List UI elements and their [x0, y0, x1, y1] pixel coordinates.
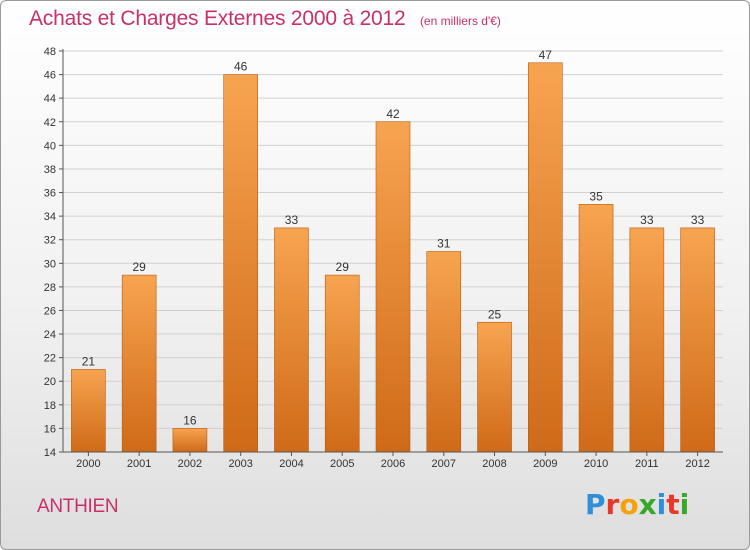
axes: [59, 49, 723, 456]
brand-letter: o: [619, 488, 639, 521]
y-tick-label: 18: [44, 400, 56, 412]
y-tick-label: 44: [44, 93, 56, 105]
x-tick-label: 2010: [584, 458, 608, 470]
chart-title: Achats et Charges Externes 2000 à 2012: [29, 7, 406, 30]
bar-value-label: 29: [132, 260, 146, 274]
brand-letter: x: [638, 488, 657, 521]
bar-value-label: 29: [336, 260, 350, 274]
bar-value-label: 46: [234, 60, 248, 74]
bar-value-label: 16: [183, 413, 197, 427]
brand-letter: P: [585, 488, 606, 521]
x-tick-label: 2006: [381, 458, 405, 470]
bar-2011: [629, 227, 665, 453]
chart-subtitle: (en milliers d'€): [419, 14, 501, 28]
y-tick-label: 28: [44, 282, 56, 294]
bar-2010: [578, 204, 614, 453]
y-tick-label: 26: [44, 305, 56, 317]
bar-2001: [121, 274, 157, 453]
y-tick-label: 16: [44, 423, 56, 435]
x-tick-label: 2000: [76, 458, 100, 470]
x-tick-label: 2003: [228, 458, 252, 470]
y-tick-label: 40: [44, 140, 56, 152]
y-tick-label: 24: [44, 329, 56, 341]
bar-value-label: 35: [589, 189, 603, 203]
y-tick-label: 34: [44, 211, 56, 223]
bar-2003: [223, 74, 258, 453]
bar-2007: [426, 251, 462, 453]
y-tick-label: 42: [44, 117, 56, 129]
bar-2012: [680, 227, 715, 453]
bar-value-label: 33: [691, 213, 705, 227]
bar-value-label: 42: [386, 107, 400, 121]
bar-value-label: 33: [640, 213, 654, 227]
brand-letter: i: [679, 488, 690, 521]
x-tick-label: 2009: [533, 458, 557, 470]
brand-letter: t: [666, 488, 680, 521]
city-name: ANTHIEN: [37, 496, 119, 517]
y-tick-label: 30: [44, 258, 56, 270]
labels: 14 16 18 20 22 24 26 28 30 32 34 36 38 40 42 44 46 48 21 20…: [44, 46, 710, 470]
y-tick-label: 22: [44, 353, 56, 365]
bar-value-label: 25: [488, 307, 502, 321]
bar-2000: [71, 369, 106, 453]
title-row: Achats et Charges Externes 2000 à 2012 (…: [29, 7, 501, 31]
bar-2008: [477, 321, 512, 453]
y-tick-label: 46: [44, 70, 56, 82]
bar-2005: [324, 274, 360, 453]
x-tick-label: 2001: [127, 458, 151, 470]
x-tick-label: 2002: [178, 458, 202, 470]
x-tick-label: 2005: [330, 458, 354, 470]
bar-2002: [172, 428, 208, 453]
bars: [71, 62, 715, 453]
x-tick-label: 2008: [482, 458, 506, 470]
y-tick-label: 48: [44, 46, 56, 58]
x-tick-label: 2011: [635, 458, 659, 470]
bar-value-label: 33: [285, 213, 299, 227]
x-tick-label: 2012: [685, 458, 709, 470]
y-tick-label: 14: [44, 447, 56, 459]
bar-value-label: 21: [82, 354, 96, 368]
bar-value-label: 31: [437, 237, 451, 251]
bar-value-label: 47: [539, 48, 553, 62]
bar-2009: [528, 62, 563, 453]
y-tick-label: 38: [44, 164, 56, 176]
brand-letter: r: [605, 488, 620, 521]
brand-logo: Proxiti: [585, 488, 689, 521]
x-tick-label: 2004: [279, 458, 303, 470]
y-tick-label: 20: [44, 376, 56, 388]
bar-2006: [375, 121, 411, 453]
x-tick-label: 2007: [432, 458, 456, 470]
bar-2004: [274, 227, 309, 453]
y-tick-label: 36: [44, 188, 56, 200]
y-tick-label: 32: [44, 235, 56, 247]
brand-letter: i: [656, 488, 667, 521]
